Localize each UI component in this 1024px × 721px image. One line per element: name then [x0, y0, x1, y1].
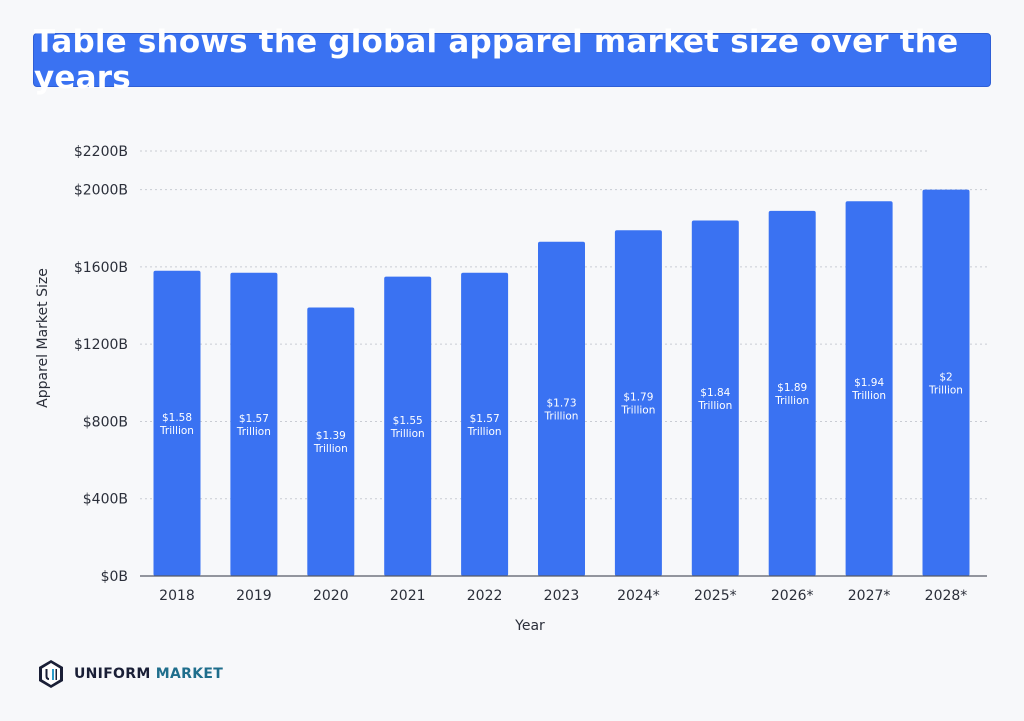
y-tick-label: $1200B [74, 337, 128, 353]
bar-data-label: Trillion [544, 410, 579, 422]
bar-data-label: Trillion [159, 425, 194, 437]
bar-data-label: Trillion [236, 426, 271, 438]
x-tick-label: 2028* [925, 588, 968, 604]
bar [538, 241, 585, 576]
bar-data-label: $1.57 [470, 413, 500, 425]
y-axis-label: Apparel Market Size [35, 268, 51, 408]
y-tick-label: $2200B [74, 144, 128, 160]
bar [614, 230, 662, 577]
x-tick-label: 2027* [848, 588, 891, 604]
bar [307, 307, 355, 576]
bar-data-label: Trillion [620, 405, 655, 417]
bar [922, 189, 970, 577]
x-tick-label: 2023 [544, 588, 580, 604]
y-tick-label: $2000B [74, 183, 128, 199]
bar-data-label: Trillion [928, 384, 963, 396]
bar [230, 272, 278, 576]
bar-data-label: Trillion [851, 390, 886, 402]
x-axis-ticks: 2018 2019 2020 2021 2022 2023 2024* 2025* 2026* 2… [159, 588, 967, 604]
bar [691, 220, 739, 576]
bar-data-label: $1.55 [393, 415, 423, 427]
brand-name: UNIFORM MARKET [74, 666, 223, 682]
bar [153, 270, 201, 576]
bar [845, 201, 893, 576]
uniform-market-logo-icon [39, 660, 63, 688]
y-tick-label: $800B [83, 414, 128, 430]
bar-data-label: $1.89 [777, 382, 807, 394]
bar-data-label: Trillion [697, 400, 732, 412]
bar-data-label: $1.58 [162, 412, 192, 424]
x-tick-label: 2019 [236, 588, 272, 604]
bar-data-label: $1.79 [623, 392, 653, 404]
x-tick-label: 2021 [390, 588, 426, 604]
x-tick-label: 2020 [313, 588, 349, 604]
brand-word-2: MARKET [155, 666, 224, 682]
x-axis-label: Year [514, 618, 545, 634]
bar-data-label: $1.84 [700, 387, 730, 399]
bar-data-label: $1.73 [546, 397, 576, 409]
bar-data-label: $1.39 [316, 430, 346, 442]
bar-data-label: Trillion [774, 395, 809, 407]
x-tick-label: 2025* [694, 588, 737, 604]
y-tick-label: $400B [83, 492, 128, 508]
brand-word-1: UNIFORM [74, 666, 151, 682]
bar-data-label: $1.57 [239, 413, 269, 425]
bar-data-label: Trillion [313, 443, 348, 455]
x-tick-label: 2022 [467, 588, 503, 604]
bar-data-label: Trillion [390, 428, 425, 440]
x-tick-label: 2024* [617, 588, 660, 604]
bar-data-label: Trillion [467, 426, 502, 438]
x-tick-label: 2026* [771, 588, 814, 604]
bar-data-label: $2 [939, 371, 952, 383]
bar-data-label: $1.94 [854, 377, 884, 389]
y-tick-label: $0B [101, 569, 128, 585]
y-axis-ticks: $0B $400B $800B $1200B $1600B $2000B $2200B [74, 144, 128, 585]
x-tick-label: 2018 [159, 588, 195, 604]
bar [461, 272, 509, 576]
y-tick-label: $1600B [74, 260, 128, 276]
brand-logo: UNIFORM MARKET [38, 659, 223, 689]
bar [768, 210, 816, 577]
bar [384, 276, 432, 576]
